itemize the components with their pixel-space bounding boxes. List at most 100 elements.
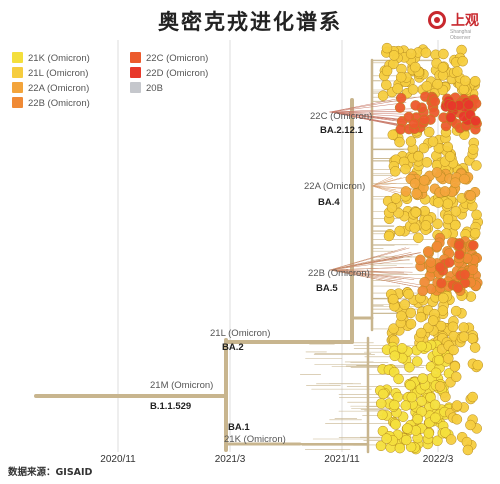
x-tick-label: 2021/3 [215, 454, 246, 465]
tip-21l [469, 75, 481, 87]
tip-21l [457, 55, 468, 67]
tip-22a [465, 190, 476, 201]
tip-21l [471, 160, 482, 171]
tip-21l [451, 400, 463, 411]
tip-21k [394, 442, 406, 454]
legend-label-21l: 21L (Omicron) [28, 68, 89, 79]
legend-item-21l: 21L (Omicron) [12, 67, 88, 80]
tip-21l [413, 232, 424, 244]
tip-21l [394, 136, 405, 148]
tip-22b [467, 264, 479, 275]
tip-22b [422, 246, 434, 257]
clade-label: 21L (Omicron) [210, 328, 270, 339]
tip-21l [420, 47, 432, 59]
legend-swatch-22a [12, 82, 23, 93]
tip-21l [386, 202, 398, 213]
tip-22b [425, 257, 437, 268]
tip-21l [410, 207, 422, 218]
tip-21k [417, 373, 428, 384]
tip-21l [442, 141, 454, 153]
tip-22c [468, 240, 479, 251]
tip-21l [467, 333, 478, 344]
branch [329, 259, 410, 271]
tip-22a [409, 178, 421, 189]
branch [329, 252, 421, 271]
tip-21l [381, 65, 393, 77]
tip-21l [413, 150, 424, 162]
branch [371, 185, 403, 194]
x-tick-label: 2021/11 [324, 454, 360, 465]
branch [329, 269, 408, 275]
tip-21l [390, 166, 401, 177]
lineage-label: BA.5 [316, 283, 338, 294]
tip-21l [469, 342, 481, 353]
lineage-label: B.1.1.529 [150, 401, 191, 412]
tip-21l [449, 361, 461, 372]
tip-21l [415, 327, 427, 339]
legend-label-21k: 21K (Omicron) [28, 53, 90, 64]
lineage-label: BA.2 [222, 342, 244, 353]
tip-22c [459, 269, 471, 280]
clade-label: 22A (Omicron) [304, 181, 365, 192]
tip-21l [423, 126, 435, 138]
legend-label-22d: 22D (Omicron) [146, 68, 209, 79]
tip-22b [415, 254, 426, 266]
branch [329, 252, 412, 271]
legend-item-20b: 20B [130, 82, 163, 95]
tip-21k [423, 428, 435, 439]
tip-21l [444, 151, 456, 162]
tip-21l [403, 288, 414, 300]
tip-21l [465, 419, 476, 431]
tip-21l [388, 293, 399, 305]
tip-21l [450, 219, 461, 231]
tip-21k [389, 350, 401, 362]
legend-label-20b: 20B [146, 83, 163, 94]
tip-22b [419, 276, 430, 288]
tip-21k [430, 412, 441, 424]
tip-22a [411, 188, 422, 199]
tip-21k [389, 399, 400, 411]
tip-21l [432, 218, 443, 230]
lineage-label: BA.1 [228, 422, 250, 433]
tip-22c [434, 262, 446, 273]
tip-21k [405, 379, 416, 391]
x-tick-label: 2020/11 [100, 454, 136, 465]
branch [329, 266, 419, 271]
legend-item-22c: 22C (Omicron) [130, 52, 208, 65]
tip-21k [406, 391, 418, 403]
tip-21k [430, 367, 442, 379]
tip-21l [405, 136, 417, 147]
clade-label: 21M (Omicron) [150, 380, 213, 391]
tip-21l [450, 305, 462, 317]
tip-21l [381, 42, 393, 54]
tip-22c [394, 102, 406, 113]
branch [371, 177, 402, 187]
x-tick-label: 2022/3 [423, 454, 454, 465]
tip-21l [377, 90, 389, 101]
legend-swatch-22c [130, 52, 141, 63]
tip-21l [421, 80, 433, 92]
tip-21l [458, 331, 470, 342]
logo-text: 上观 [451, 13, 479, 29]
tip-21l [409, 222, 420, 234]
tip-21l [418, 142, 430, 154]
branch [371, 182, 397, 187]
legend-label-22b: 22B (Omicron) [28, 98, 90, 109]
tip-22c [454, 249, 465, 260]
tip-21l [471, 209, 482, 221]
tip-21l [438, 292, 449, 304]
tip-22a [439, 186, 451, 197]
legend-item-21k: 21K (Omicron) [12, 52, 90, 65]
tip-22c [429, 96, 441, 107]
shanghai-observer-logo: 上观 Shanghai Observer [428, 10, 490, 41]
tip-21l [438, 48, 449, 60]
legend-swatch-22d [130, 67, 141, 78]
logo-subtitle: Shanghai Observer [450, 29, 472, 41]
tip-22c [408, 118, 420, 130]
tip-21l [395, 71, 407, 83]
tip-21k [412, 413, 423, 425]
tip-21l [450, 371, 462, 383]
tip-22c [419, 114, 430, 126]
branch [329, 111, 409, 118]
